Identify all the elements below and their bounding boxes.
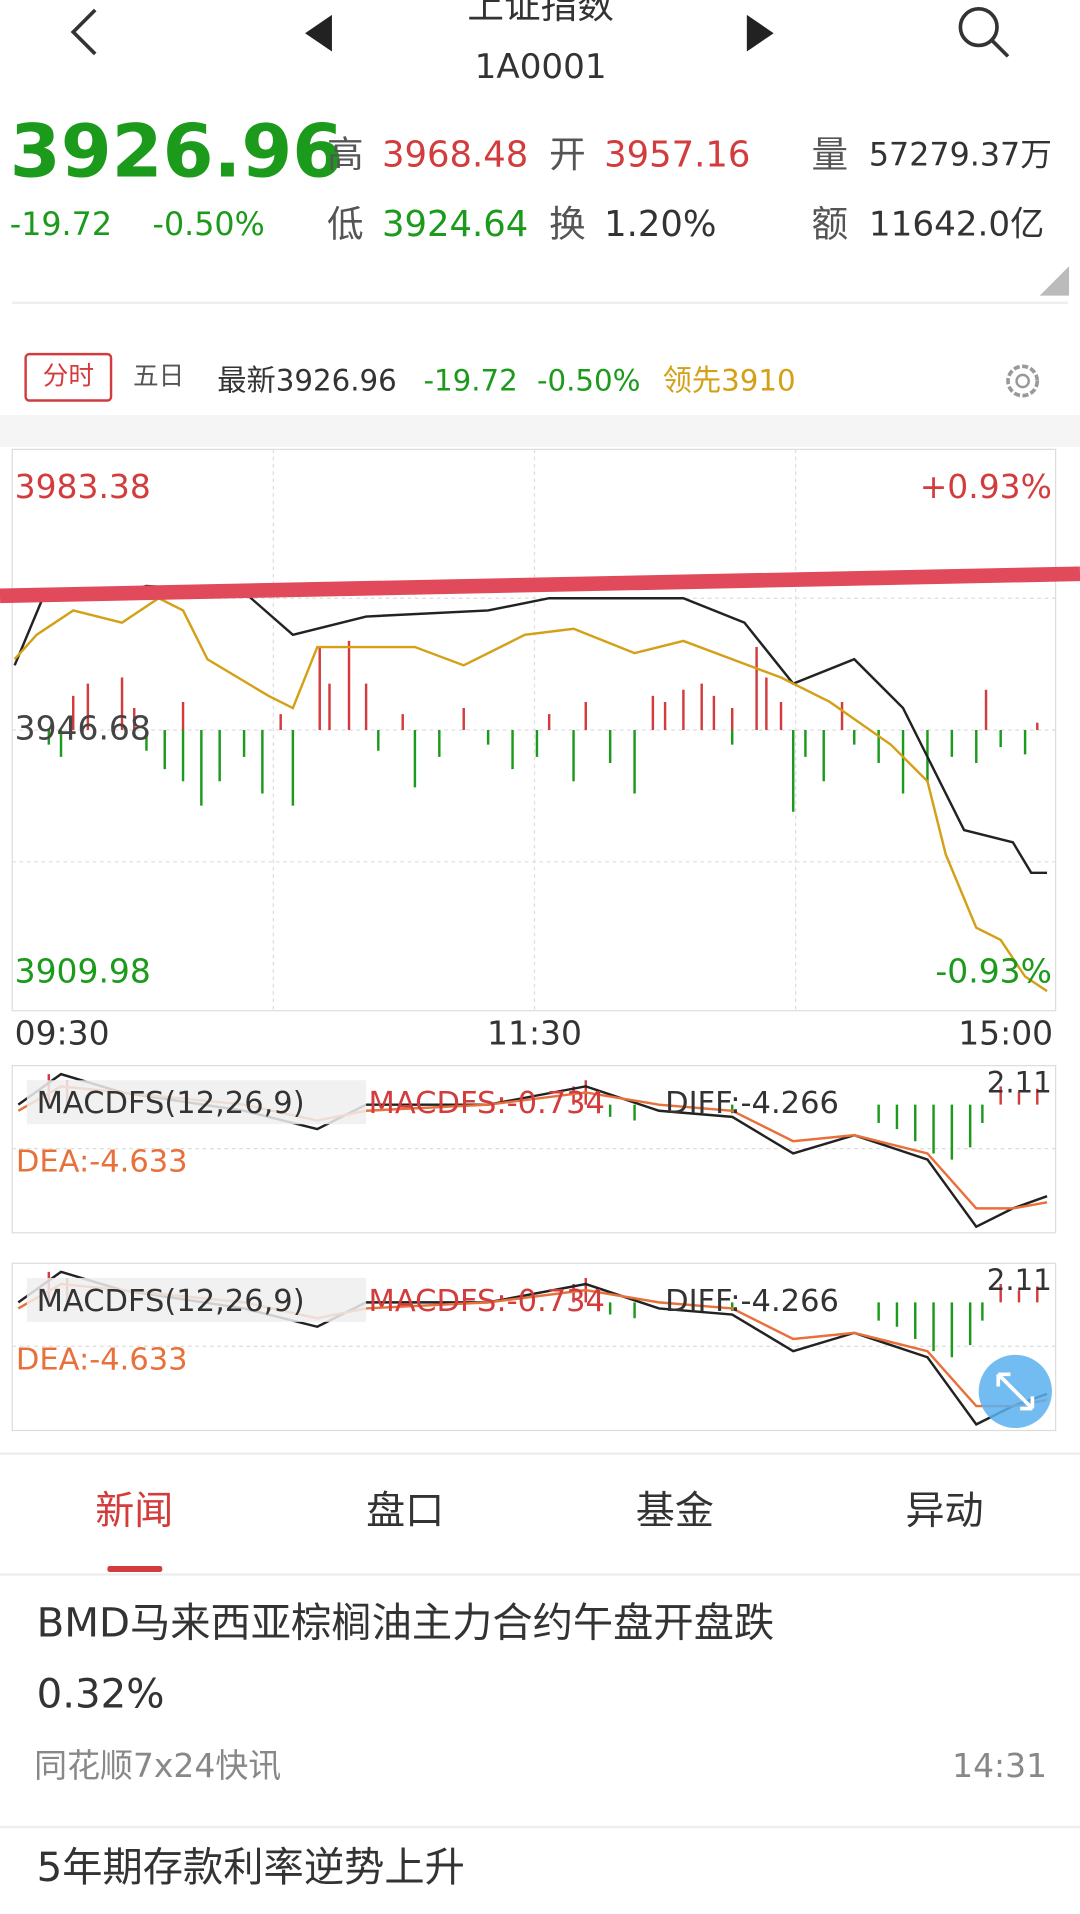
float-button[interactable] — [978, 1354, 1052, 1429]
open: 3957.16 — [604, 134, 750, 175]
percent: -0.50% — [153, 207, 265, 243]
volume: 57279.37万 — [869, 137, 1052, 173]
news-title[interactable]: BMD马来西亚棕榈油主力合约午盘开盘跌 — [37, 1601, 775, 1647]
pct-top: +0.93% — [920, 467, 1052, 506]
volume-label: 量 — [812, 133, 849, 176]
pct-bottom: -0.93% — [935, 951, 1052, 990]
divider — [0, 1825, 1080, 1829]
high: 3968.48 — [382, 134, 528, 175]
low-label: 低 — [327, 203, 364, 246]
macd-max: 2.11 — [987, 1263, 1052, 1297]
back-button[interactable] — [70, 8, 97, 56]
change: -19.72 — [10, 207, 112, 243]
nav-tab[interactable]: 盘口 — [366, 1489, 444, 1534]
lead: 领先3910 — [663, 364, 796, 398]
title: 上证指数 — [467, 0, 613, 27]
macd-panel — [11, 1262, 1057, 1432]
corner-mark — [1039, 266, 1070, 296]
time-label: 11:30 — [487, 1014, 582, 1053]
macd-name[interactable]: MACDFS(12,26,9) — [37, 1086, 305, 1121]
divider — [0, 1452, 1080, 1455]
tab[interactable]: 分时 — [43, 361, 94, 391]
news-source: 同花顺7x24快讯 — [34, 1746, 281, 1785]
nav-tab[interactable]: 新闻 — [95, 1489, 173, 1534]
time-label: 09:30 — [15, 1014, 110, 1053]
prev-button[interactable] — [305, 14, 332, 52]
low: 3924.64 — [382, 204, 528, 245]
summary-change: -19.72 — [423, 364, 517, 398]
tab-active[interactable] — [24, 352, 113, 402]
latest: 最新3926.96 — [217, 364, 397, 398]
settings-button[interactable] — [1006, 364, 1040, 398]
dea: DEA:-4.633 — [16, 1342, 188, 1377]
summary-percent: -0.50% — [537, 364, 641, 398]
high-label: 高 — [327, 133, 364, 176]
dea: DEA:-4.633 — [16, 1145, 188, 1180]
y-bottom: 3909.98 — [15, 951, 151, 990]
macd-name[interactable]: MACDFS(12,26,9) — [37, 1284, 305, 1319]
divider — [0, 1573, 1080, 1576]
y-top: 3983.38 — [15, 467, 151, 506]
nav-tab[interactable]: 基金 — [636, 1489, 714, 1534]
macdfs: MACDFS:-0.734 — [369, 1284, 605, 1319]
macd-panel — [11, 1065, 1057, 1234]
open-label: 开 — [549, 133, 586, 176]
amount: 11642.0亿 — [869, 205, 1044, 245]
macdfs: MACDFS:-0.734 — [369, 1086, 605, 1121]
news-title[interactable]: 5年期存款利率逆势上升 — [37, 1845, 465, 1891]
news-title[interactable]: 0.32% — [37, 1672, 165, 1718]
next-button[interactable] — [746, 14, 774, 52]
amount-label: 额 — [812, 203, 849, 246]
spacer — [0, 415, 1080, 447]
turnover-label: 换 — [549, 203, 586, 246]
price: 3926.96 — [10, 109, 344, 194]
intraday-chart — [0, 448, 1080, 1012]
macd-max: 2.11 — [987, 1065, 1052, 1099]
nav-underline — [107, 1565, 163, 1573]
nav-tab[interactable]: 异动 — [905, 1489, 983, 1534]
y-mid: 3946.68 — [15, 709, 151, 748]
tab[interactable]: 五日 — [133, 361, 184, 391]
diff: DIFF:-4.266 — [665, 1086, 839, 1121]
search-button[interactable] — [958, 6, 1010, 58]
diff: DIFF:-4.266 — [665, 1284, 839, 1319]
code: 1A0001 — [475, 47, 607, 87]
time-label: 15:00 — [958, 1014, 1053, 1053]
turnover: 1.20% — [604, 204, 716, 245]
news-time: 14:31 — [952, 1746, 1047, 1785]
